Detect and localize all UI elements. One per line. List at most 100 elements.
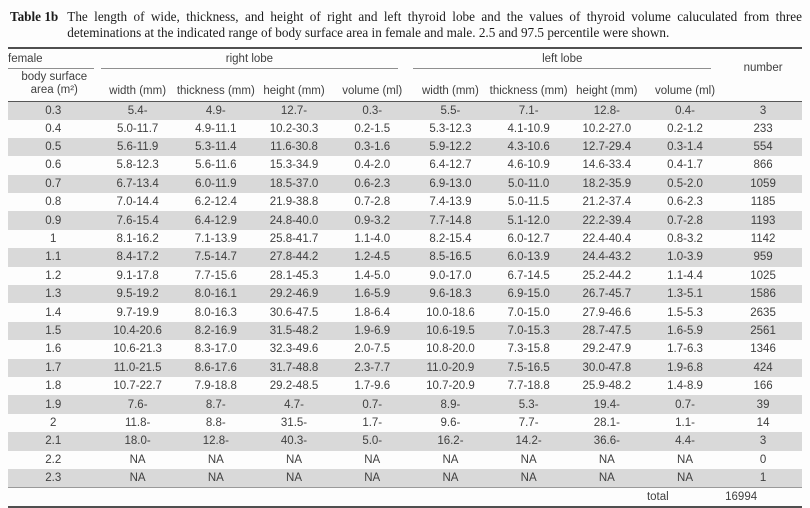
cell-range: 8.8- xyxy=(205,416,226,429)
cell-range: 25.9-48.2 xyxy=(582,380,632,393)
cell-range: 6.2-12.4 xyxy=(194,196,237,209)
table-row: 2.3 NA NA NA NA NA NA NA NA 1 xyxy=(8,468,802,488)
cell-range: 30.6-47.5 xyxy=(269,306,319,319)
cell-range: 0.9-3.2 xyxy=(333,211,412,230)
cell-range: 30.0-47.8 xyxy=(567,358,646,377)
cell-range: 0.6-2.3 xyxy=(667,196,703,209)
cell-number: 424 xyxy=(724,358,802,377)
cell-range: NA xyxy=(207,453,224,466)
cell-body-surface-area: 2.1 xyxy=(8,432,99,451)
cell-range: 8.1-16.2 xyxy=(116,233,159,246)
table-caption-text: The length of wide, thickness, and heigh… xyxy=(67,9,802,40)
cell-body-surface-area: 1 xyxy=(50,233,57,246)
cell-range: 7.0-15.3 xyxy=(489,321,568,341)
cell-body-surface-area: 2 xyxy=(50,416,57,429)
cell-range: 4.9- xyxy=(176,101,255,120)
cell-range: 7.7-14.8 xyxy=(411,211,490,230)
table-row: 0.8 7.0-14.4 6.2-12.4 21.9-38.8 0.7-2.8 7.4-1… xyxy=(8,193,802,211)
cell-range: 10.7-20.9 xyxy=(426,380,475,393)
cell-number: 14 xyxy=(756,416,770,429)
cell-range: NA xyxy=(98,468,177,488)
cell-number: 3 xyxy=(724,101,802,120)
cell-range: 12.8- xyxy=(176,432,255,451)
cell-range: 7.0-14.4 xyxy=(116,196,159,209)
column-header-right-height: height (mm) xyxy=(254,69,334,102)
cell-body-surface-area: 1.6 xyxy=(45,343,62,356)
cell-range: 10.4-20.6 xyxy=(98,321,177,341)
cell-range: 1.1- xyxy=(675,416,695,429)
cell-range: 1.9-6.8 xyxy=(645,358,725,377)
cell-range: 11.0-20.9 xyxy=(411,358,490,377)
table-row: 0.7 6.7-13.4 6.0-11.9 18.5-37.0 0.6-2.3 6.9-1… xyxy=(8,174,802,194)
cell-range: 1.7- xyxy=(362,416,383,429)
cell-range: 24.8-40.0 xyxy=(254,211,334,230)
cell-range: 5.0-11.7 xyxy=(116,122,159,135)
cell-range: 8.9- xyxy=(411,395,490,414)
cell-range: 6.0-11.9 xyxy=(176,174,255,194)
cell-range: 9.0-17.0 xyxy=(429,269,472,282)
cell-range: 6.9-15.0 xyxy=(489,285,568,304)
total-label: total xyxy=(645,486,725,508)
cell-range: 29.2-47.9 xyxy=(582,343,632,356)
cell-number: 1586 xyxy=(724,285,802,304)
cell-number: 1059 xyxy=(724,174,802,194)
cell-range: 12.7- xyxy=(254,101,334,120)
cell-body-surface-area: 0.5 xyxy=(8,137,99,157)
cell-range: 6.4-12.7 xyxy=(429,159,472,172)
cell-range: 31.7-48.8 xyxy=(254,358,334,377)
cell-range: 11.6-30.8 xyxy=(254,137,334,157)
cell-range: 1.9-6.9 xyxy=(333,321,412,341)
cell-range: 31.5-48.2 xyxy=(254,321,334,341)
cell-number: 1193 xyxy=(724,211,802,230)
cell-range: 5.8-12.3 xyxy=(116,159,159,172)
cell-range: 0.5-2.0 xyxy=(645,174,725,194)
cell-range: 6.9-13.0 xyxy=(411,174,490,194)
cell-range: 1.6-5.9 xyxy=(645,321,725,341)
cell-number: 1025 xyxy=(750,269,776,282)
cell-range: NA xyxy=(567,468,646,488)
table-row: 0.5 5.6-11.9 5.3-11.4 11.6-30.8 0.3-1.6 5.9-1… xyxy=(8,137,802,157)
cell-range: 5.3-12.3 xyxy=(429,122,472,135)
cell-range: 0.4-1.7 xyxy=(667,159,703,172)
cell-range: 15.3-34.9 xyxy=(269,159,319,172)
cell-range: 22.2-39.4 xyxy=(567,211,646,230)
cell-range: NA xyxy=(677,453,694,466)
cell-range: 0.7-2.8 xyxy=(354,196,391,209)
cell-range: 6.7-14.5 xyxy=(507,269,550,282)
table-caption: Table 1b The length of wide, thickness, … xyxy=(10,9,802,41)
cell-range: 8.2-16.9 xyxy=(176,321,255,341)
column-header-left-height: height (mm) xyxy=(567,69,646,102)
cell-range: 8.0-16.3 xyxy=(194,306,237,319)
cell-range: 28.1-45.3 xyxy=(269,269,319,282)
cell-range: 1.2-4.5 xyxy=(333,248,412,267)
cell-range: 0.2-1.5 xyxy=(354,122,391,135)
cell-range: 8.7- xyxy=(176,395,255,414)
cell-range: 5.9-12.2 xyxy=(411,137,490,157)
cell-range: 0.7- xyxy=(645,395,725,414)
table-row: 1.2 9.1-17.8 7.7-15.6 28.1-45.3 1.4-5.0 9.0-1… xyxy=(8,267,802,285)
cell-range: NA xyxy=(364,453,381,466)
cell-body-surface-area: 2.3 xyxy=(8,468,99,488)
cell-range: 7.0-15.0 xyxy=(507,306,550,319)
cell-range: 22.4-40.4 xyxy=(582,233,632,246)
cell-range: 4.7- xyxy=(254,395,334,414)
cell-range: 16.2- xyxy=(411,432,490,451)
total-row-spacer xyxy=(8,486,646,508)
cell-body-surface-area: 0.9 xyxy=(8,211,99,230)
column-header-number: number xyxy=(724,47,802,102)
cell-range: 7.1-13.9 xyxy=(194,233,237,246)
cell-range: 5.6-11.6 xyxy=(195,159,237,172)
cell-range: 7.5-14.7 xyxy=(176,248,255,267)
cell-range: NA xyxy=(254,468,334,488)
table-caption-label: Table 1b xyxy=(10,9,59,24)
cell-range: 1.7-9.6 xyxy=(354,380,391,393)
cell-body-surface-area: 1.1 xyxy=(8,248,99,267)
total-row: total 16994 xyxy=(8,486,802,508)
table-row: 1.1 8.4-17.2 7.5-14.7 27.8-44.2 1.2-4.5 8.5-1… xyxy=(8,248,802,267)
cell-range: 12.7-29.4 xyxy=(567,137,646,157)
cell-range: NA xyxy=(333,468,412,488)
cell-range: 8.5-16.5 xyxy=(411,248,490,267)
group-header-left-lobe-label: left lobe xyxy=(413,51,712,69)
cell-range: 1.4-8.9 xyxy=(667,380,703,393)
cell-range: 21.2-37.4 xyxy=(582,196,632,209)
